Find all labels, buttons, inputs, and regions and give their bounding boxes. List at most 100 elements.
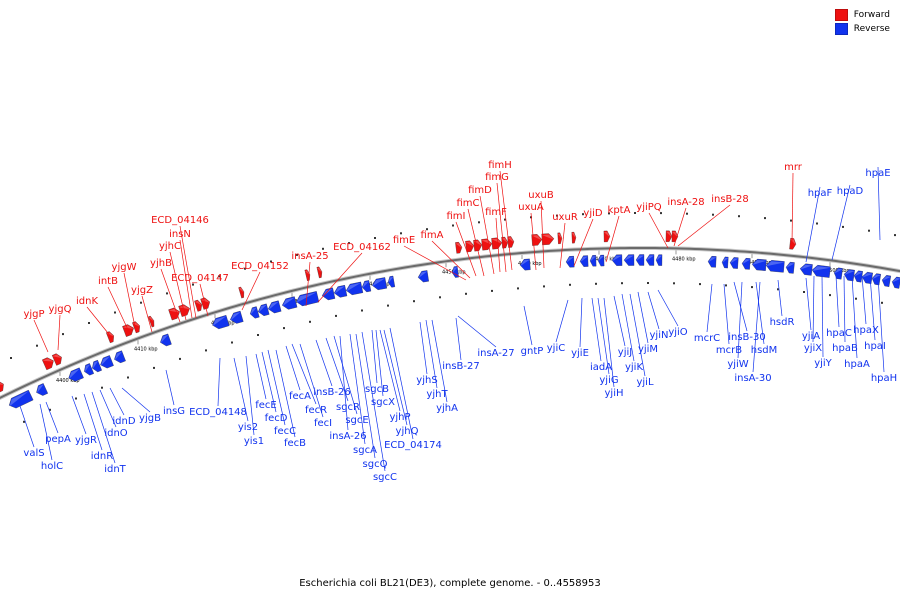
guide-dot-upper: [426, 228, 428, 231]
legend-reverse-label: Reverse: [853, 24, 890, 34]
reverse-leader-yjgb: [121, 387, 151, 413]
forward-leader-uxua: [530, 212, 537, 271]
reverse-leader-sgcq: [355, 333, 376, 459]
reverse-gene: [611, 254, 623, 266]
guide-dot-lower: [231, 341, 233, 344]
reverse-leader-yjia: [805, 277, 812, 331]
forward-label-fima: fimA: [421, 230, 444, 241]
guide-dot-lower: [465, 292, 467, 295]
forward-gene: [665, 230, 673, 242]
reverse-gene: [645, 254, 655, 266]
forward-label-fimg: fimG: [485, 172, 509, 183]
reverse-gene: [387, 275, 396, 288]
reverse-label-insb-30: insB-30: [728, 332, 766, 343]
guide-dot-upper: [842, 225, 844, 228]
guide-dot-upper: [764, 217, 766, 220]
reverse-gene: [36, 383, 49, 396]
forward-label-yjipq: yjiPQ: [636, 202, 662, 213]
reverse-leader-iada: [591, 297, 602, 362]
reverse-label-yjha: yjhA: [436, 403, 458, 414]
forward-label-insa-28: insA-28: [667, 197, 704, 208]
forward-gene: [603, 230, 611, 243]
reverse-leader-yjik: [621, 293, 635, 362]
forward-gene: [41, 357, 54, 371]
reverse-gene: [741, 258, 751, 270]
reverse-leader-insa-26: [339, 335, 349, 431]
reverse-label-yjie: yjiE: [571, 348, 589, 359]
reverse-leader-yjin: [647, 291, 660, 330]
reverse-leader-yjim: [637, 291, 649, 344]
reverse-leader-feci: [299, 343, 324, 418]
guide-dot-lower: [335, 314, 337, 317]
reverse-label-yjhp: yjhP: [389, 412, 410, 423]
reverse-leader-hsdr: [777, 279, 783, 317]
reverse-gene: [655, 254, 663, 266]
reverse-label-holc: holC: [41, 461, 63, 472]
reverse-label-hpab: hpaB: [832, 343, 858, 354]
forward-label-uxur: uxuR: [552, 212, 578, 223]
reverse-gene: [589, 255, 597, 267]
forward-gene: [455, 241, 463, 254]
reverse-gene: [751, 258, 767, 271]
reverse-leader-yjhp: [379, 329, 401, 412]
guide-dot-upper: [608, 212, 610, 215]
reverse-label-yjic: yjiC: [547, 343, 565, 354]
reverse-label-yjhs: yjhS: [416, 375, 437, 386]
reverse-leader-hpai: [869, 275, 876, 341]
forward-gene: [789, 237, 797, 250]
reverse-label-idnt: idnT: [104, 464, 126, 475]
forward-leader-yjipq: [648, 212, 669, 249]
reverse-leader-hpaa: [851, 275, 858, 359]
reverse-label-sgcr: sgcR: [336, 402, 360, 413]
reverse-label-hpah: hpaH: [871, 373, 897, 384]
reverse-label-insb-26: insB-26: [313, 387, 351, 398]
forward-leader-uxur: [559, 222, 566, 269]
reverse-gene: [114, 350, 126, 364]
guide-dot-lower: [101, 386, 103, 389]
reverse-gene: [881, 275, 892, 287]
forward-label-yjgw: yjgW: [112, 262, 137, 273]
reverse-label-insa-27: insA-27: [477, 348, 514, 359]
reverse-label-sgca: sgcA: [353, 445, 377, 456]
reverse-label-hpaa: hpaA: [844, 359, 870, 370]
reverse-leader-hpae: [877, 166, 881, 241]
reverse-gene: [333, 284, 348, 298]
reverse-gene: [100, 355, 114, 369]
forward-gene: [316, 266, 323, 279]
reverse-gene: [451, 266, 459, 278]
forward-leader-ecd-04147: [199, 283, 209, 317]
reverse-label-yjgb: yjgB: [139, 413, 161, 424]
reverse-leader-idno: [99, 389, 117, 428]
strand-guide-dots: [10, 212, 896, 423]
reverse-leader-hpad: [831, 184, 851, 261]
guide-dot-lower: [49, 408, 51, 411]
guide-dot-upper: [686, 212, 688, 215]
legend-forward: Forward: [834, 8, 890, 22]
forward-label-fimf: fimF: [485, 207, 507, 218]
reverse-gene: [371, 277, 388, 291]
forward-leader-fimd: [479, 195, 495, 275]
reverse-label-insg: insG: [163, 406, 185, 417]
guide-dot-upper: [114, 311, 116, 314]
forward-label-ecd-04152: ECD_04152: [231, 261, 289, 272]
reverse-gene: [721, 256, 729, 269]
reverse-leader-yjha: [431, 319, 448, 403]
reverse-gene: [635, 254, 645, 266]
reverse-label-fecr: fecR: [305, 405, 327, 416]
guide-dot-upper: [322, 247, 324, 250]
reverse-label-insa-30: insA-30: [734, 373, 771, 384]
reverse-leader-pepa: [45, 401, 59, 434]
guide-dot-lower: [595, 282, 597, 285]
reverse-leader-yjig: [597, 297, 610, 375]
forward-leader-kpta: [605, 215, 620, 263]
guide-dot-lower: [647, 282, 649, 284]
reverse-leader-yjhq: [383, 329, 408, 426]
forward-leader-insa-28: [673, 207, 687, 247]
guide-dot-lower: [777, 288, 779, 291]
guide-dot-lower: [413, 300, 415, 303]
reverse-gene: [361, 280, 372, 293]
reverse-leader-gntp: [523, 305, 533, 346]
reverse-gene: [623, 254, 635, 266]
